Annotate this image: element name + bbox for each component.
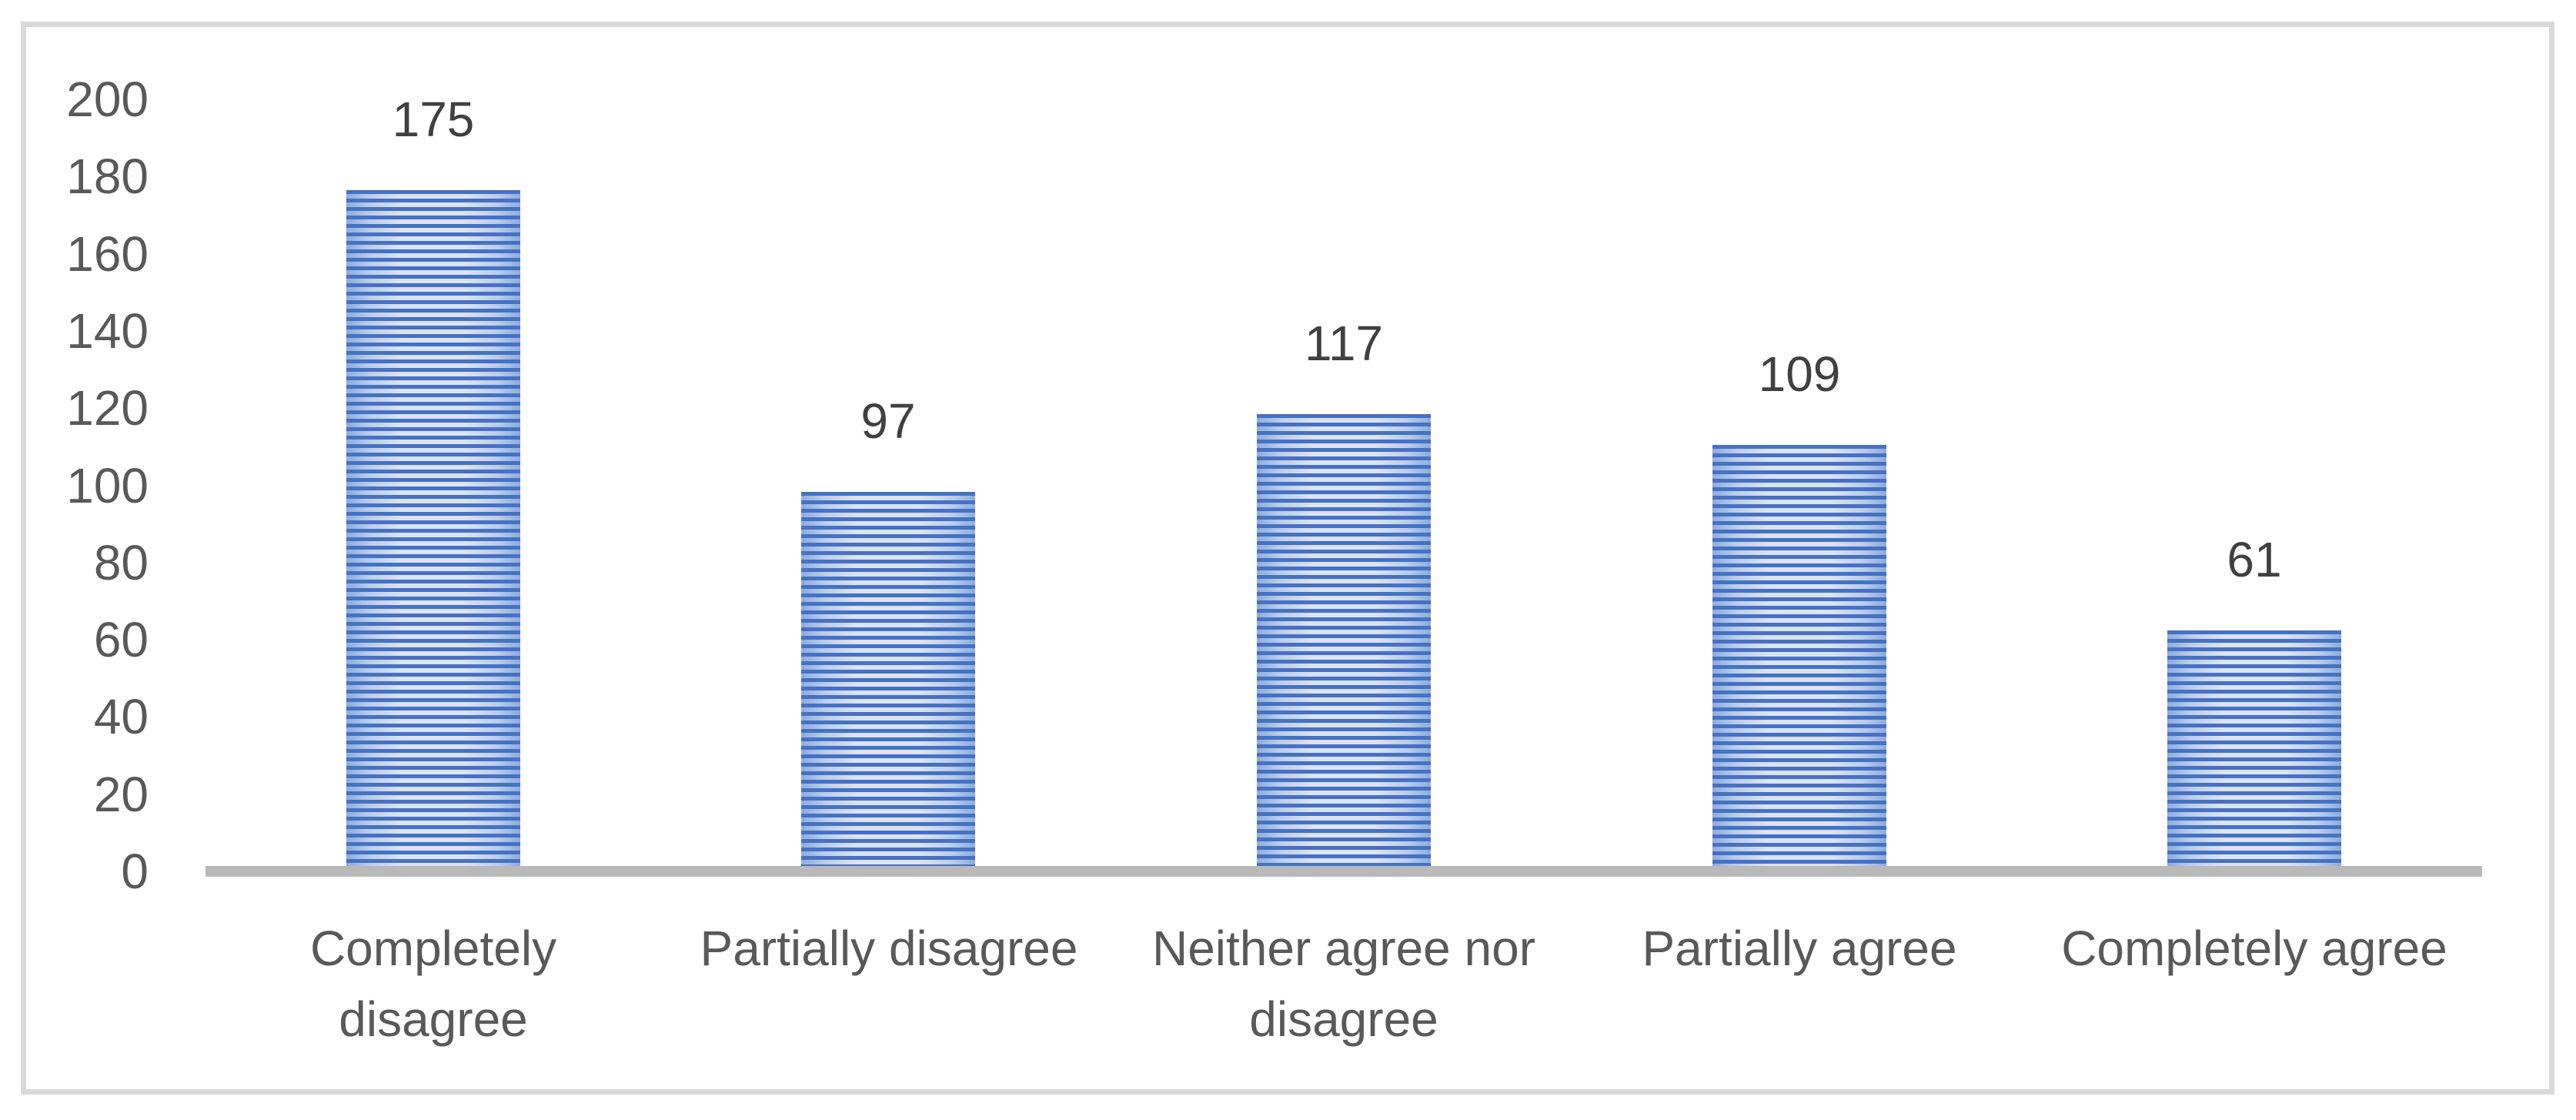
bar-completely-disagree <box>346 190 520 866</box>
x-axis-category-label: Completely disagree <box>309 921 557 1047</box>
y-axis-tick-label: 180 <box>66 149 149 204</box>
y-axis-tick-label: 0 <box>121 844 149 899</box>
y-axis-tick-label: 80 <box>93 535 149 590</box>
y-axis-tick-label: 60 <box>93 612 149 667</box>
bar-neither-agree-nor-disagree <box>1257 414 1431 866</box>
bar-value-label: 109 <box>1758 346 1841 402</box>
bar-value-label: 117 <box>1304 316 1384 371</box>
x-axis-category-label: Partially disagree <box>700 921 1078 976</box>
chart-border-frame <box>21 22 2554 1095</box>
bar-completely-agree <box>2167 630 2341 866</box>
bar-partially-disagree <box>801 492 975 866</box>
y-axis-tick-label: 160 <box>66 226 149 282</box>
y-axis-tick-label: 140 <box>66 303 149 359</box>
x-axis-category-label: Partially agree <box>1642 921 1957 976</box>
y-axis-tick-label: 200 <box>66 72 149 127</box>
bar-value-label: 175 <box>392 92 475 147</box>
bar-partially-agree <box>1712 445 1886 866</box>
bar-value-label: 61 <box>2227 532 2282 587</box>
bar-value-label: 97 <box>860 393 916 449</box>
x-axis-category-label: Completely agree <box>2061 921 2447 976</box>
x-axis-line <box>205 866 2482 877</box>
y-axis-tick-label: 100 <box>66 458 149 513</box>
y-axis-tick-label: 20 <box>93 767 149 822</box>
y-axis-tick-label: 120 <box>66 380 149 436</box>
y-axis-tick-label: 40 <box>93 689 149 744</box>
x-axis-category-label: Neither agree nor disagree <box>1151 921 1536 1047</box>
